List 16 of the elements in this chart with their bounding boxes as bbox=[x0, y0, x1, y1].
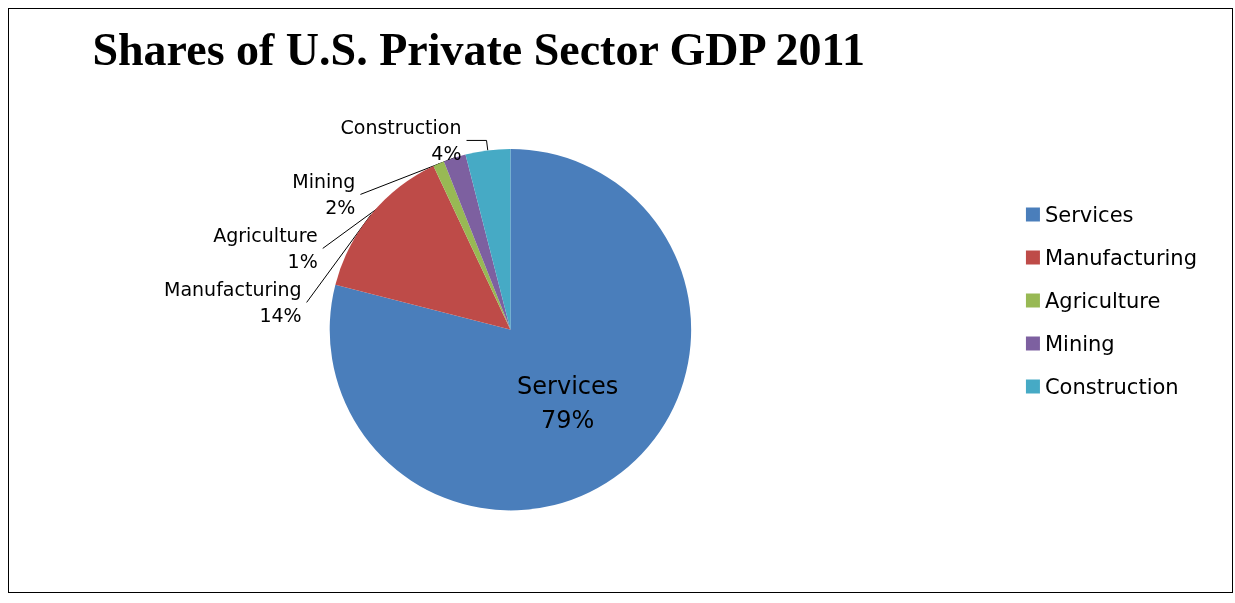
data-label: 4% bbox=[431, 142, 462, 165]
chart-title: Shares of U.S. Private Sector GDP 2011 bbox=[92, 23, 866, 75]
slice-label: Services bbox=[517, 372, 619, 401]
data-label: 14% bbox=[259, 304, 302, 327]
legend-label: Agriculture bbox=[1044, 288, 1161, 313]
slice-label: Agriculture bbox=[213, 224, 318, 247]
legend-label: Services bbox=[1044, 202, 1134, 227]
slice-label: Mining bbox=[292, 170, 356, 193]
slice-label: Manufacturing bbox=[164, 278, 302, 301]
legend-label: Manufacturing bbox=[1044, 245, 1198, 270]
slice-label: Construction bbox=[340, 116, 462, 139]
data-label: 79% bbox=[540, 406, 595, 435]
legend-label: Mining bbox=[1044, 331, 1115, 356]
data-label: 2% bbox=[325, 196, 356, 219]
legend-label: Construction bbox=[1044, 374, 1179, 399]
data-label: 1% bbox=[287, 250, 318, 273]
